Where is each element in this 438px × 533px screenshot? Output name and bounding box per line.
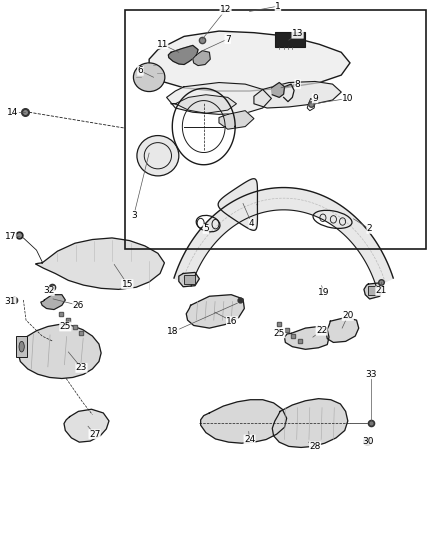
Text: 33: 33 xyxy=(365,370,377,379)
Polygon shape xyxy=(166,83,272,115)
Bar xyxy=(184,274,195,284)
Polygon shape xyxy=(149,31,350,91)
Text: 27: 27 xyxy=(89,430,100,439)
Text: 12: 12 xyxy=(220,5,231,14)
Text: 3: 3 xyxy=(131,211,137,220)
Polygon shape xyxy=(18,325,101,378)
Text: 25: 25 xyxy=(274,329,285,338)
Bar xyxy=(368,286,379,295)
Text: 11: 11 xyxy=(156,40,168,49)
Polygon shape xyxy=(186,295,244,328)
Text: 22: 22 xyxy=(316,326,327,335)
Polygon shape xyxy=(171,95,237,114)
Text: 10: 10 xyxy=(342,94,353,103)
Polygon shape xyxy=(254,82,341,108)
Text: 18: 18 xyxy=(167,327,179,336)
Text: 5: 5 xyxy=(203,224,209,233)
Text: 17: 17 xyxy=(4,232,16,241)
Polygon shape xyxy=(41,295,65,310)
Text: 31: 31 xyxy=(4,297,16,306)
Polygon shape xyxy=(364,283,383,299)
Text: 23: 23 xyxy=(76,364,87,373)
Text: 2: 2 xyxy=(367,224,372,233)
Polygon shape xyxy=(64,409,109,442)
Text: 24: 24 xyxy=(244,435,255,444)
Polygon shape xyxy=(272,399,348,447)
Text: 9: 9 xyxy=(312,94,318,103)
Text: 6: 6 xyxy=(138,67,143,75)
Text: 15: 15 xyxy=(122,280,133,288)
Text: 32: 32 xyxy=(43,286,54,295)
Ellipse shape xyxy=(134,63,165,92)
Text: 28: 28 xyxy=(309,442,321,451)
Text: 19: 19 xyxy=(318,288,329,297)
Text: 26: 26 xyxy=(73,301,84,310)
Text: 4: 4 xyxy=(249,219,254,228)
Polygon shape xyxy=(35,238,164,289)
Polygon shape xyxy=(326,318,359,342)
Polygon shape xyxy=(272,83,285,98)
Polygon shape xyxy=(193,51,210,66)
Polygon shape xyxy=(179,272,199,287)
Bar xyxy=(125,10,426,248)
Text: 14: 14 xyxy=(7,108,18,117)
Text: 16: 16 xyxy=(226,317,238,326)
Polygon shape xyxy=(168,45,198,64)
Text: 7: 7 xyxy=(225,35,231,44)
Text: 20: 20 xyxy=(342,311,353,320)
Text: 13: 13 xyxy=(292,29,304,38)
Polygon shape xyxy=(285,327,329,349)
Text: 25: 25 xyxy=(60,322,71,331)
Polygon shape xyxy=(174,188,393,286)
Bar xyxy=(275,32,304,47)
Ellipse shape xyxy=(19,341,24,352)
Polygon shape xyxy=(201,400,287,443)
Text: 8: 8 xyxy=(295,79,300,88)
Text: 30: 30 xyxy=(363,437,374,446)
Bar xyxy=(16,336,27,357)
Text: 21: 21 xyxy=(376,286,387,295)
Polygon shape xyxy=(218,179,258,230)
Text: 1: 1 xyxy=(275,2,281,11)
Ellipse shape xyxy=(137,135,179,176)
Polygon shape xyxy=(219,111,254,129)
